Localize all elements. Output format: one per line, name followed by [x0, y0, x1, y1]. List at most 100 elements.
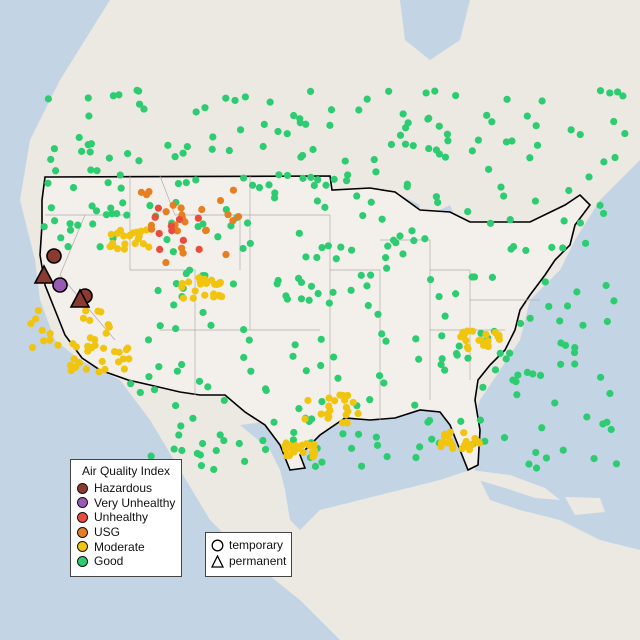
monitor-marker — [234, 213, 243, 221]
monitor-marker — [297, 153, 305, 161]
monitor-marker — [99, 344, 108, 352]
monitor-marker — [486, 219, 495, 227]
monitor-marker — [460, 330, 468, 338]
monitor-marker — [603, 317, 611, 326]
monitor-marker — [471, 434, 479, 443]
permanent-site-marker — [33, 264, 55, 284]
monitor-marker — [70, 355, 78, 363]
monitor-marker — [344, 171, 352, 179]
monitor-marker — [91, 335, 99, 344]
monitor-marker — [579, 321, 587, 329]
monitor-marker — [348, 246, 356, 254]
monitor-marker — [525, 460, 533, 468]
monitor-marker — [324, 242, 332, 250]
monitor-marker — [72, 343, 80, 351]
monitor-marker — [298, 441, 306, 449]
monitor-marker — [452, 349, 461, 358]
monitor-marker — [332, 255, 340, 263]
monitor-marker — [155, 229, 163, 238]
monitor-marker — [438, 332, 446, 340]
monitor-marker — [178, 360, 186, 369]
monitor-marker — [127, 380, 135, 388]
monitor-marker — [488, 273, 497, 281]
monitor-marker — [194, 214, 202, 222]
monitor-marker — [444, 432, 452, 440]
monitor-marker — [441, 312, 449, 320]
monitor-marker — [363, 95, 371, 103]
monitor-marker — [470, 273, 479, 281]
monitor-marker — [195, 377, 204, 385]
monitor-marker — [412, 335, 420, 343]
monitor-marker — [144, 336, 153, 344]
monitor-marker — [482, 330, 490, 339]
temporary-site-marker — [52, 277, 68, 293]
site-type-legend: temporary permanent — [205, 532, 292, 577]
monitor-marker — [69, 183, 78, 192]
monitor-marker — [124, 344, 132, 352]
monitor-marker — [66, 361, 75, 369]
monitor-marker — [599, 420, 607, 428]
monitor-marker — [485, 165, 493, 173]
monitor-marker — [239, 244, 247, 253]
monitor-marker — [50, 145, 58, 153]
monitor-marker — [121, 240, 129, 248]
monitor-marker — [526, 154, 534, 162]
monitor-marker — [79, 314, 88, 322]
monitor-marker — [274, 127, 282, 136]
monitor-marker — [434, 198, 442, 207]
monitor-marker — [185, 278, 193, 286]
monitor-marker — [548, 243, 556, 251]
monitor-marker — [183, 142, 191, 151]
monitor-marker — [325, 394, 333, 402]
monitor-marker — [410, 237, 418, 245]
monitor-marker — [506, 216, 514, 224]
monitor-marker — [484, 341, 492, 349]
monitor-marker — [313, 253, 321, 262]
monitor-marker — [189, 414, 197, 422]
monitor-marker — [334, 374, 342, 382]
monitor-marker — [119, 199, 127, 207]
monitor-marker — [437, 360, 445, 369]
monitor-marker — [502, 355, 510, 363]
legend-item-temporary: temporary — [206, 537, 291, 553]
unhealthy-swatch — [77, 511, 88, 523]
monitor-marker — [213, 280, 221, 289]
monitor-marker — [585, 173, 593, 181]
monitor-marker — [349, 398, 357, 407]
monitor-marker — [189, 294, 197, 302]
monitor-marker — [201, 104, 209, 112]
monitor-marker — [533, 141, 542, 149]
monitor-marker — [355, 106, 363, 114]
monitor-marker — [290, 448, 298, 456]
monitor-marker — [91, 341, 99, 349]
monitor-marker — [513, 391, 521, 399]
monitor-marker — [167, 222, 175, 230]
monitor-marker — [236, 126, 245, 134]
monitor-marker — [147, 452, 155, 460]
monitor-marker — [46, 336, 54, 344]
monitor-marker — [199, 220, 207, 228]
monitor-marker — [523, 368, 531, 377]
monitor-marker — [357, 462, 366, 470]
monitor-marker — [508, 137, 516, 145]
monitor-marker — [314, 176, 322, 184]
monitor-marker — [200, 275, 209, 283]
legend-item-permanent: permanent — [206, 553, 291, 569]
monitor-marker — [421, 235, 429, 243]
monitor-marker — [156, 245, 164, 254]
monitor-marker — [297, 295, 306, 303]
monitor-marker — [614, 88, 622, 96]
monitor-marker — [600, 158, 608, 166]
monitor-marker — [607, 425, 615, 434]
monitor-marker — [322, 181, 330, 189]
monitor-marker — [177, 204, 185, 212]
monitor-marker — [610, 117, 618, 126]
monitor-marker — [409, 142, 417, 150]
monitor-marker — [536, 371, 545, 379]
monitor-marker — [147, 225, 156, 233]
monitor-marker — [202, 226, 210, 234]
monitor-marker — [370, 156, 378, 164]
monitor-marker — [163, 235, 171, 244]
monitor-marker — [181, 218, 189, 226]
monitor-marker — [283, 130, 291, 138]
